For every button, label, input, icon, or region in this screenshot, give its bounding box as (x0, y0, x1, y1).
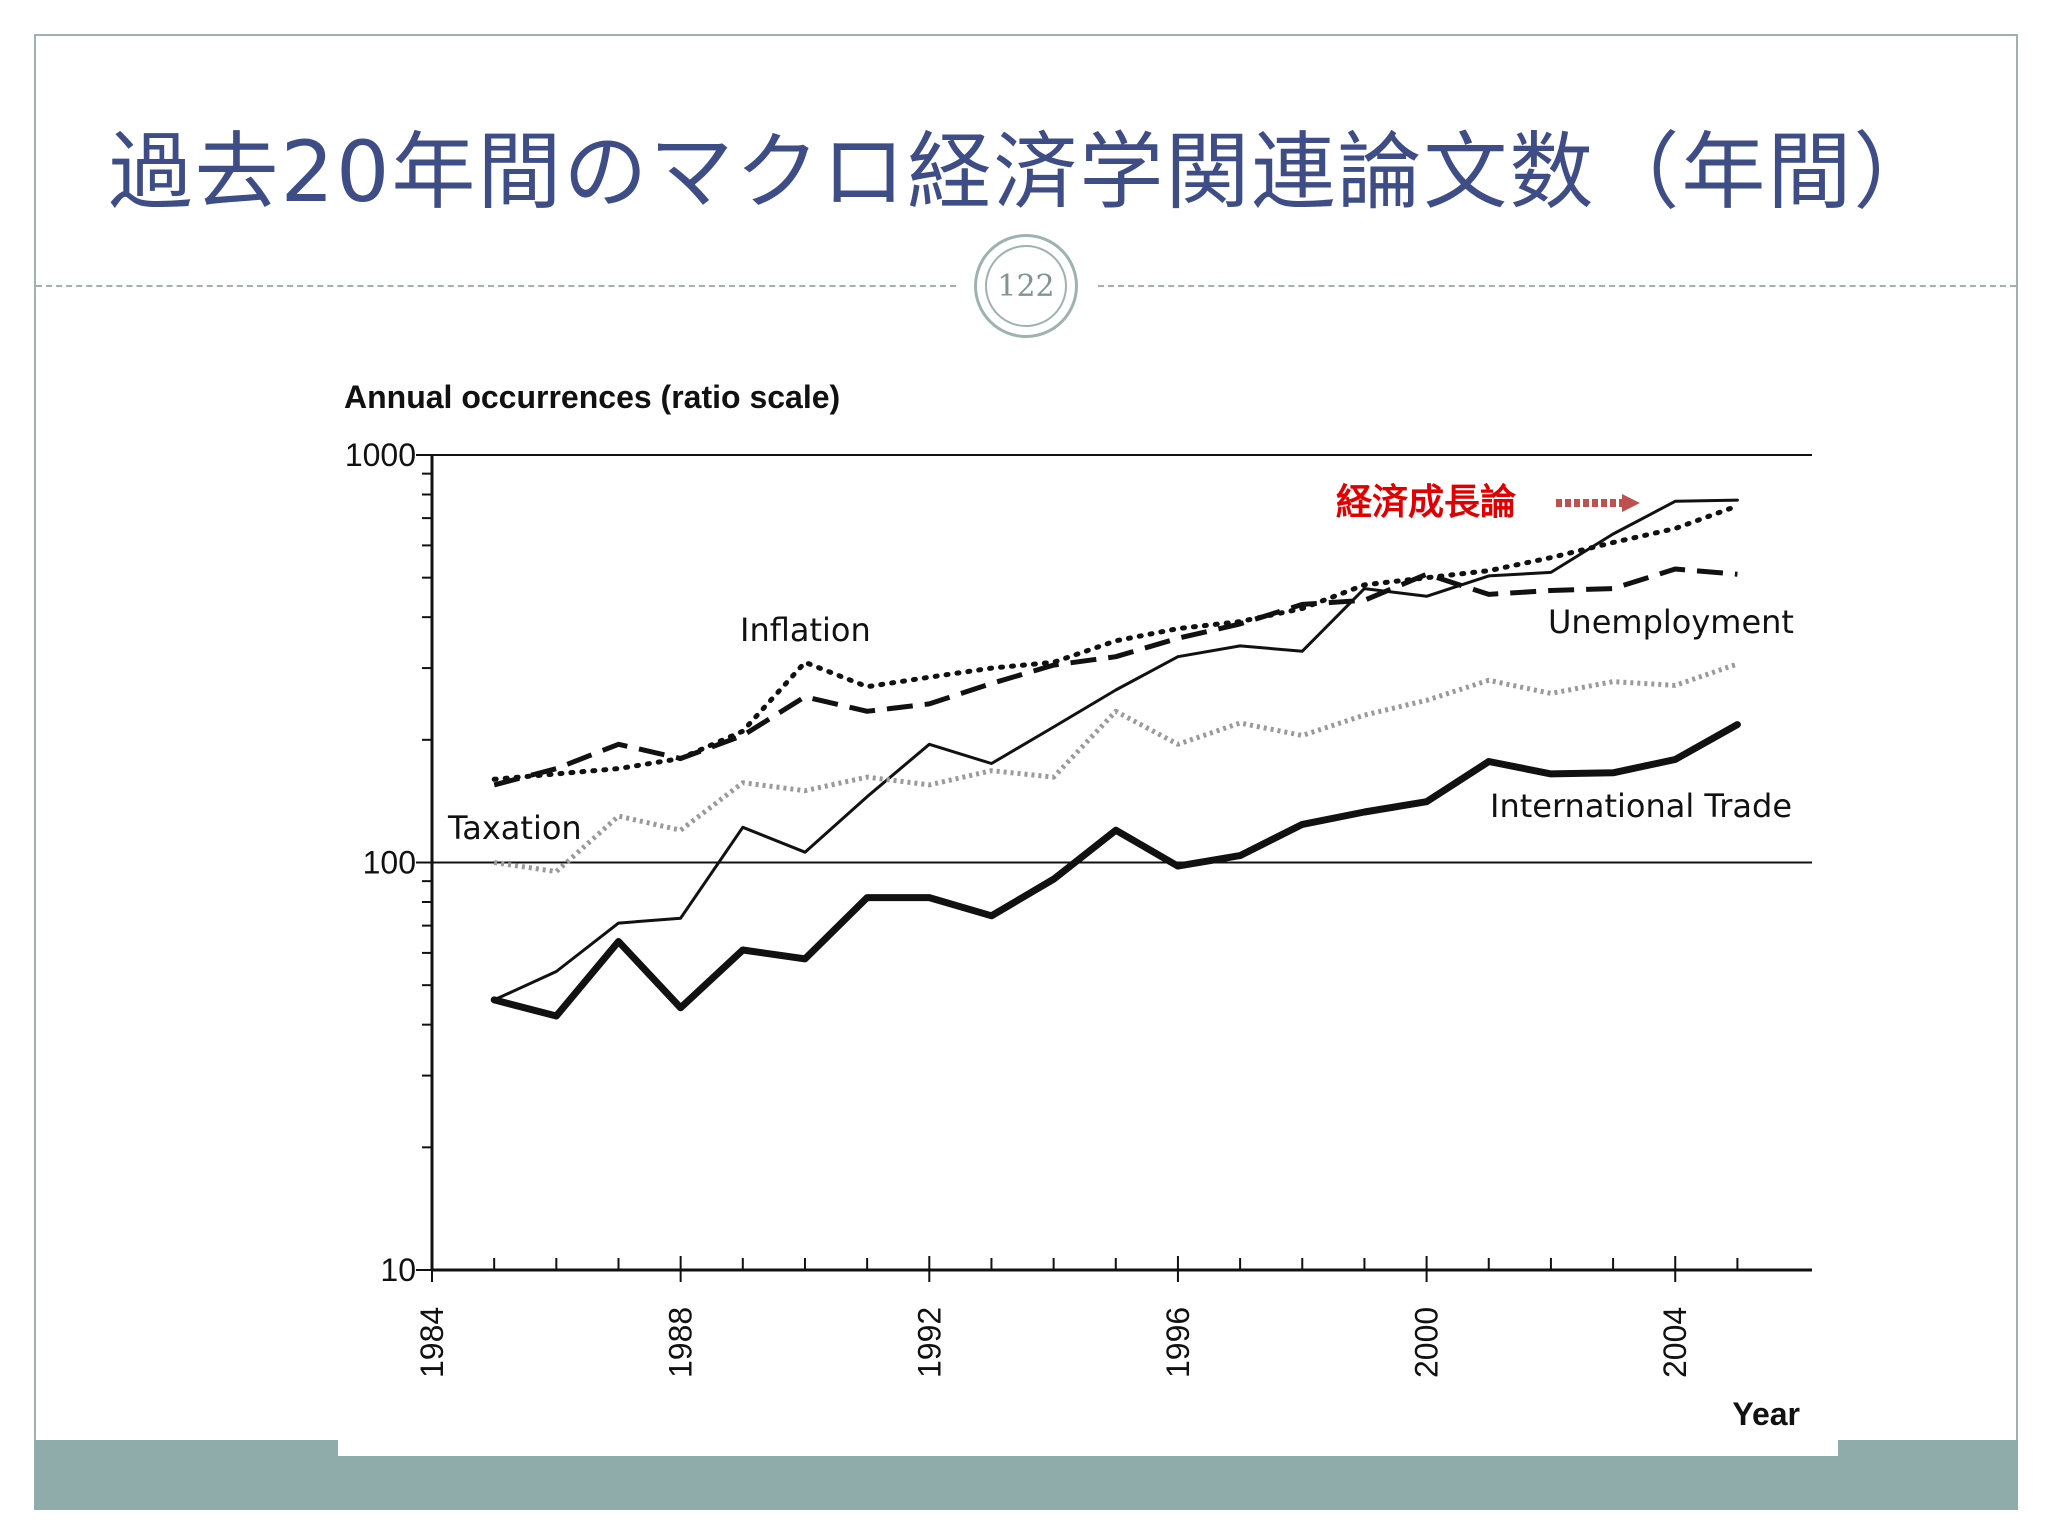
divider-right (1098, 285, 2016, 287)
axes: 10 100 1000 1984 1988 1992 1996 2000 2004 (345, 437, 1812, 1378)
y-tick-label: 10 (380, 1252, 416, 1288)
y-tick-label: 1000 (345, 437, 416, 473)
growth-theory-annotation: 経済成長論 (1336, 482, 1516, 523)
x-tick-label: 1996 (1160, 1307, 1196, 1378)
x-tick-label: 2000 (1409, 1307, 1445, 1378)
x-axis-title: Year (1732, 1396, 1800, 1432)
series-line-2 (492, 498, 1739, 1002)
page-number: 122 (985, 245, 1067, 327)
international-trade-label: International Trade (1490, 787, 1792, 825)
page-number-badge: 122 (974, 234, 1078, 338)
unemployment-label: Unemployment (1548, 603, 1794, 641)
chart-background (338, 300, 1838, 1456)
series-line-1 (493, 566, 1738, 788)
annotation-arrow (1556, 494, 1640, 512)
series-line-0 (491, 503, 1740, 782)
divider-left (36, 285, 956, 287)
x-tick-label: 2004 (1657, 1307, 1693, 1378)
series-labels: Inflation Unemployment Taxation Internat… (447, 482, 1794, 847)
y-tick-label: 100 (363, 845, 416, 881)
series-line-4 (490, 721, 1741, 1020)
inflation-label: Inflation (740, 611, 871, 649)
series-group (490, 498, 1741, 1020)
series-line-3 (493, 661, 1739, 875)
x-tick-label: 1988 (663, 1307, 699, 1378)
taxation-label: Taxation (447, 809, 582, 847)
x-tick-label: 1984 (414, 1307, 450, 1378)
slide-title: 過去20年間のマクロ経済学関連論文数（年間） (108, 123, 1940, 221)
x-tick-label: 1992 (911, 1307, 947, 1378)
y-axis-title: Annual occurrences (ratio scale) (344, 379, 840, 415)
